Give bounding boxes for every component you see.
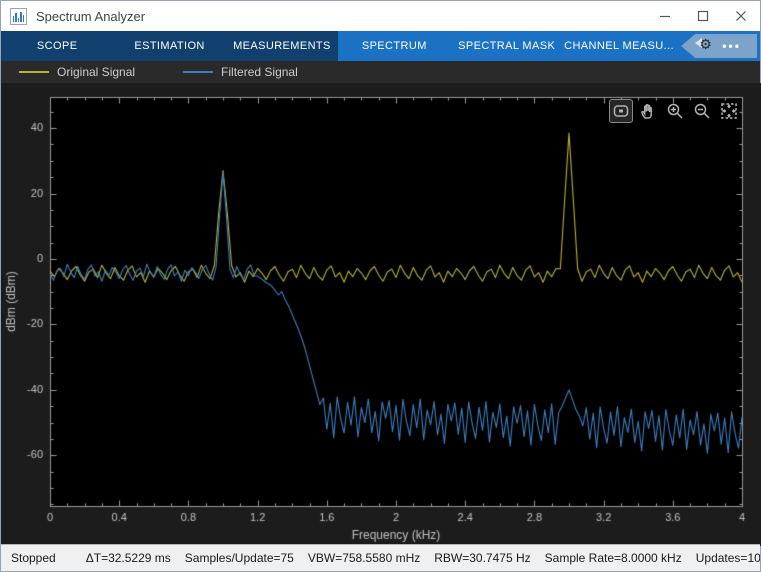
toolstrip-overflow-zone: ⚙ •••: [675, 31, 760, 61]
status-sample-rate: Sample Rate=8.0000 kHz: [544, 551, 682, 565]
contextual-tab-group: SPECTRUM SPECTRAL MASK CHANNEL MEASU...: [338, 31, 676, 61]
original-signal-line-swatch: [19, 71, 49, 73]
plot-toolbar: [609, 99, 741, 123]
spectrum-plot-canvas[interactable]: [1, 83, 761, 546]
status-vbw: VBW=758.5580 mHz: [307, 551, 421, 565]
legend-item-original-signal[interactable]: Original Signal: [19, 65, 135, 79]
status-state: Stopped: [11, 551, 56, 565]
pan-hand-icon[interactable]: [636, 99, 660, 123]
status-bar: Stopped ΔT=32.5229 ms Samples/Update=75 …: [1, 544, 760, 571]
fit-view-icon[interactable]: [717, 99, 741, 123]
maximize-button[interactable]: [684, 1, 722, 31]
plot-area: [1, 83, 761, 546]
status-samples-per-update: Samples/Update=75: [184, 551, 294, 565]
titlebar: Spectrum Analyzer: [1, 1, 760, 31]
legend-item-filtered-signal[interactable]: Filtered Signal: [183, 65, 298, 79]
status-delta-t: ΔT=32.5229 ms: [85, 551, 171, 565]
tab-channel-measurements[interactable]: CHANNEL MEASU...: [564, 40, 674, 52]
zoom-out-icon[interactable]: [690, 99, 714, 123]
legend-bar: Original Signal Filtered Signal: [1, 61, 760, 83]
app-icon: [10, 7, 27, 25]
main-tab-group: SCOPE ESTIMATION MEASUREMENTS: [1, 31, 339, 61]
legend-label: Original Signal: [57, 65, 136, 79]
window-controls: [646, 1, 760, 31]
window-title: Spectrum Analyzer: [36, 8, 146, 24]
tab-spectrum[interactable]: SPECTRUM: [361, 40, 427, 52]
tab-spectral-mask[interactable]: SPECTRAL MASK: [458, 40, 556, 52]
collapse-toolstrip-badge[interactable]: ⚙ •••: [681, 34, 757, 58]
minimize-button[interactable]: [646, 1, 684, 31]
close-button[interactable]: [722, 1, 760, 31]
restore-view-icon[interactable]: [609, 99, 633, 123]
status-rbw: RBW=30.7475 Hz: [434, 551, 531, 565]
legend-label: Filtered Signal: [221, 65, 298, 79]
zoom-in-icon[interactable]: [663, 99, 687, 123]
tab-measurements[interactable]: MEASUREMENTS: [233, 40, 331, 52]
tab-scope[interactable]: SCOPE: [36, 40, 78, 52]
filtered-signal-line-swatch: [183, 71, 214, 73]
hide-toolstrip-gear-icon[interactable]: ⚙: [695, 37, 715, 55]
status-updates: Updates=1061: [695, 551, 760, 565]
tab-estimation[interactable]: ESTIMATION: [134, 40, 205, 52]
more-options-icon[interactable]: •••: [722, 39, 741, 53]
toolstrip-tabbar: SCOPE ESTIMATION MEASUREMENTS SPECTRUM S…: [1, 31, 760, 61]
